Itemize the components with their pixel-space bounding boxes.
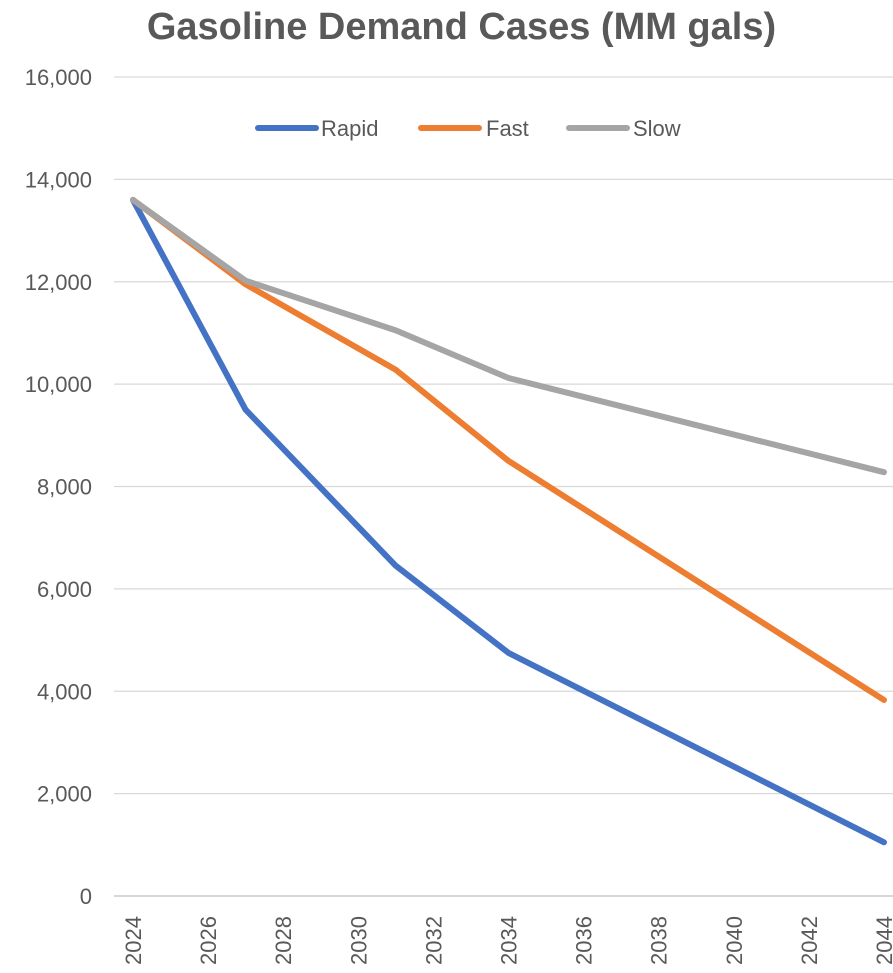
x-tick-label: 2034 (497, 916, 522, 965)
legend-label-rapid: Rapid (321, 116, 378, 141)
x-tick-label: 2038 (647, 916, 672, 965)
legend-label-slow: Slow (633, 116, 681, 141)
x-tick-label: 2044 (872, 916, 893, 965)
y-tick-label: 12,000 (25, 270, 92, 295)
chart-title: Gasoline Demand Cases (MM gals) (146, 6, 777, 48)
y-tick-label: 2,000 (37, 782, 92, 807)
series-line-rapid (130, 196, 887, 846)
x-tick-label: 2036 (572, 916, 597, 965)
series-line-fast (130, 196, 887, 703)
x-tick-label: 2032 (421, 916, 446, 965)
x-axis-ticks: 2024 2026 2028 2030 2032 2034 2036 2038 2040 2042… (121, 916, 893, 965)
y-tick-label: 6,000 (37, 577, 92, 602)
gridlines (114, 76, 893, 897)
y-tick-label: 0 (80, 884, 92, 909)
y-tick-label: 14,000 (25, 167, 92, 192)
x-tick-label: 2030 (346, 916, 371, 965)
legend-label-fast: Fast (486, 116, 529, 141)
x-tick-label: 2042 (797, 916, 822, 965)
x-tick-label: 2026 (196, 916, 221, 965)
legend: Rapid Fast Slow (255, 116, 681, 141)
y-tick-label: 8,000 (37, 475, 92, 500)
x-tick-label: 2024 (121, 916, 146, 965)
series-line-slow (130, 196, 887, 476)
series-lines (130, 196, 887, 846)
y-tick-label: 4,000 (37, 679, 92, 704)
y-axis-ticks: 0 2,000 4,000 6,000 8,000 10,000 12,000 14,000 1… (25, 65, 92, 909)
y-tick-label: 16,000 (25, 65, 92, 90)
x-tick-label: 2028 (271, 916, 296, 965)
x-tick-label: 2040 (722, 916, 747, 965)
y-tick-label: 10,000 (25, 372, 92, 397)
